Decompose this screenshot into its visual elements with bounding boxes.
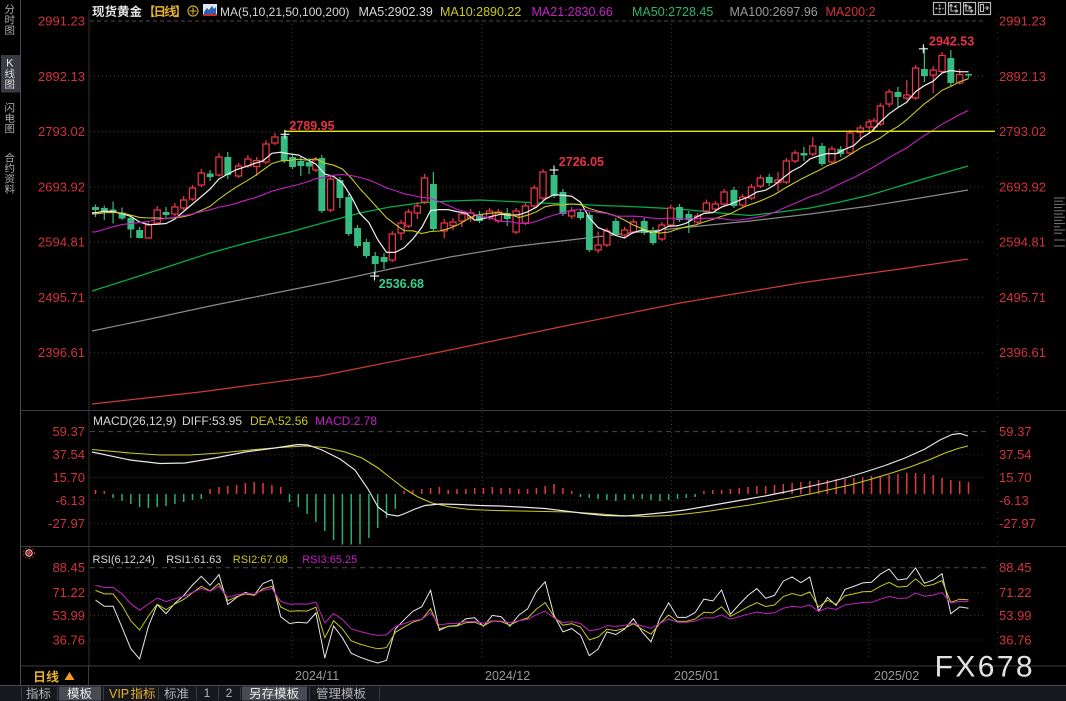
svg-text:71.22: 71.22 [52,585,85,600]
svg-text:DIFF:53.95: DIFF:53.95 [182,414,242,428]
svg-text:-6.13: -6.13 [999,493,1029,508]
svg-text:2991.23: 2991.23 [999,14,1046,29]
svg-text:2793.02: 2793.02 [38,124,85,139]
svg-text:53.99: 53.99 [999,608,1032,623]
svg-text:2396.61: 2396.61 [38,345,85,360]
svg-text:1: 1 [204,686,211,700]
svg-text:2: 2 [226,686,233,700]
svg-text:88.45: 88.45 [999,560,1032,575]
svg-text:MACD(26,12,9): MACD(26,12,9) [93,414,176,428]
svg-text:MA(5,10,21,50,100,200): MA(5,10,21,50,100,200) [220,5,349,19]
svg-text:MACD:2.78: MACD:2.78 [315,414,377,428]
svg-text:-27.97: -27.97 [999,516,1036,531]
svg-text:36.76: 36.76 [999,633,1032,648]
svg-text:DEA:52.56: DEA:52.56 [250,414,308,428]
svg-text:59.37: 59.37 [52,424,85,439]
svg-text:53.99: 53.99 [52,608,85,623]
svg-text:-6.13: -6.13 [55,493,85,508]
svg-text:2025/01: 2025/01 [674,669,719,683]
svg-text:2793.02: 2793.02 [999,124,1046,139]
svg-text:2693.92: 2693.92 [38,179,85,194]
svg-text:37.54: 37.54 [999,447,1032,462]
svg-text:2892.13: 2892.13 [38,69,85,84]
svg-text:15.70: 15.70 [52,470,85,485]
svg-text:RSI(6,12,24): RSI(6,12,24) [93,554,155,566]
svg-text:59.37: 59.37 [999,424,1032,439]
svg-text:71.22: 71.22 [999,585,1032,600]
svg-text:MA21:2830.66: MA21:2830.66 [532,5,613,19]
svg-text:36.76: 36.76 [52,633,85,648]
svg-text:2693.92: 2693.92 [999,179,1046,194]
svg-text:37.54: 37.54 [52,447,85,462]
svg-text:2024/11: 2024/11 [295,669,339,683]
svg-text:2025/02: 2025/02 [874,669,919,683]
svg-text:2991.23: 2991.23 [38,14,85,29]
svg-text:2726.05: 2726.05 [559,155,604,169]
svg-text:2495.71: 2495.71 [38,290,85,305]
svg-text:2594.81: 2594.81 [38,235,85,250]
svg-text:15.70: 15.70 [999,470,1032,485]
svg-text:RSI3:65.25: RSI3:65.25 [302,554,357,566]
svg-text:2536.68: 2536.68 [379,277,424,291]
svg-text:2892.13: 2892.13 [999,69,1046,84]
svg-text:2942.53: 2942.53 [929,35,974,49]
svg-text:-27.97: -27.97 [48,516,85,531]
svg-text:2024/12: 2024/12 [485,669,530,683]
svg-text:RSI2:67.08: RSI2:67.08 [233,554,288,566]
svg-text:MA5:2902.39: MA5:2902.39 [359,5,433,19]
svg-text:MA200:2: MA200:2 [826,5,876,19]
svg-text:2594.81: 2594.81 [999,235,1046,250]
svg-text:88.45: 88.45 [52,560,85,575]
svg-text:RSI1:61.63: RSI1:61.63 [166,554,221,566]
svg-text:FX678: FX678 [935,651,1035,684]
svg-text:2396.61: 2396.61 [999,345,1046,360]
svg-text:MA10:2890.22: MA10:2890.22 [440,5,521,19]
svg-text:2495.71: 2495.71 [999,290,1046,305]
svg-text:MA50:2728.45: MA50:2728.45 [632,5,713,19]
svg-text:MA100:2697.96: MA100:2697.96 [730,5,818,19]
svg-text:VIP: VIP [109,687,129,701]
svg-text:K: K [6,58,14,70]
svg-text:2789.95: 2789.95 [289,119,334,133]
